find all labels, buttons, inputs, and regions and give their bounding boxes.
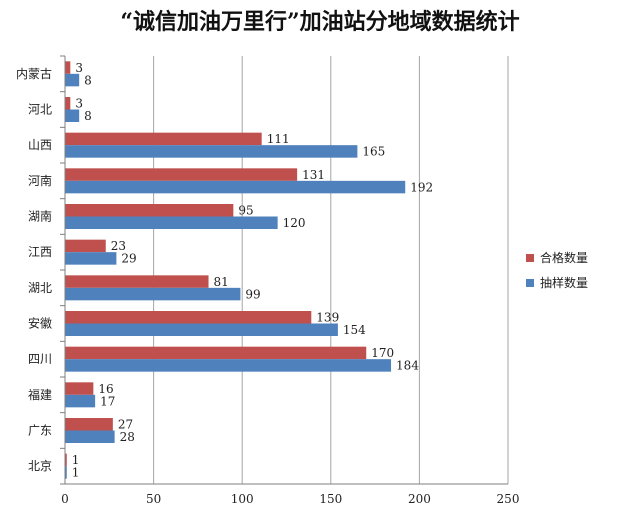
category-label: 江西 [28, 245, 52, 259]
bar-qualified [65, 61, 71, 74]
data-label-qualified: 27 [118, 418, 133, 432]
bar-qualified [65, 239, 106, 253]
x-tick-label: 50 [146, 492, 161, 506]
category-label: 内蒙古 [16, 66, 52, 81]
data-label-qualified: 95 [238, 204, 253, 218]
legend-swatch [526, 279, 534, 287]
data-label-qualified: 3 [75, 61, 83, 75]
data-label-qualified: 3 [75, 97, 83, 111]
data-label-sampled: 8 [84, 109, 92, 123]
data-label-sampled: 154 [343, 323, 366, 337]
data-label-sampled: 120 [283, 216, 306, 230]
category-label: 湖南 [28, 209, 52, 224]
data-label-sampled: 184 [396, 359, 419, 373]
bar-sampled [65, 430, 115, 443]
data-label-sampled: 99 [245, 287, 260, 301]
bar-qualified [65, 97, 71, 110]
x-tick-label: 0 [61, 492, 69, 506]
data-label-qualified: 23 [111, 239, 126, 253]
bar-qualified [65, 204, 234, 217]
bar-sampled [65, 359, 392, 372]
bar-qualified [65, 418, 113, 431]
data-label-qualified: 139 [316, 311, 339, 325]
data-label-sampled: 165 [362, 145, 385, 159]
bar-sampled [65, 216, 278, 229]
category-label: 广东 [28, 424, 52, 438]
bar-sampled [65, 73, 80, 87]
legend-label: 抽样数量 [540, 275, 588, 290]
bars [65, 61, 406, 479]
data-label-sampled: 28 [120, 430, 135, 444]
category-label: 山西 [28, 138, 52, 152]
bar-qualified [65, 132, 262, 146]
data-label-qualified: 1 [72, 453, 80, 467]
bar-sampled [65, 466, 67, 479]
bar-qualified [65, 168, 298, 181]
chart-title: “诚信加油万里行”加油站分地域数据统计 [120, 9, 520, 35]
bar-qualified [65, 275, 209, 288]
data-label-sampled: 8 [84, 73, 92, 87]
x-tick-label: 100 [231, 492, 254, 506]
bar-sampled [65, 109, 80, 122]
category-label: 北京 [28, 459, 52, 473]
legend-swatch [526, 254, 534, 262]
bar-qualified [65, 311, 312, 324]
category-label: 河北 [28, 103, 52, 117]
data-label-qualified: 81 [214, 275, 229, 289]
bar-sampled [65, 287, 241, 301]
data-label-qualified: 170 [371, 346, 394, 360]
bar-qualified [65, 346, 367, 360]
category-label: 福建 [28, 387, 52, 402]
data-label-qualified: 131 [302, 168, 325, 182]
bar-qualified [65, 382, 94, 395]
category-label: 四川 [28, 352, 52, 366]
bar-sampled [65, 145, 358, 158]
gridlines [153, 56, 509, 484]
bar-qualified [65, 453, 67, 467]
legend-label: 合格数量 [540, 250, 588, 265]
bar-sampled [65, 394, 96, 408]
data-label-qualified: 111 [267, 132, 290, 146]
data-label-sampled: 192 [410, 180, 433, 194]
x-tick-label: 200 [408, 492, 431, 506]
category-label: 河南 [28, 173, 52, 188]
category-label: 安徽 [28, 316, 52, 331]
bar-sampled [65, 323, 338, 336]
data-label-sampled: 17 [100, 394, 115, 408]
bar-sampled [65, 252, 117, 265]
category-label: 湖北 [28, 280, 52, 295]
x-tick-label: 250 [497, 492, 520, 506]
axes [60, 55, 508, 485]
data-label-sampled: 1 [72, 466, 80, 480]
data-label-qualified: 16 [98, 382, 113, 396]
x-tick-label: 150 [319, 492, 342, 506]
bar-sampled [65, 180, 406, 194]
data-label-sampled: 29 [121, 252, 136, 266]
